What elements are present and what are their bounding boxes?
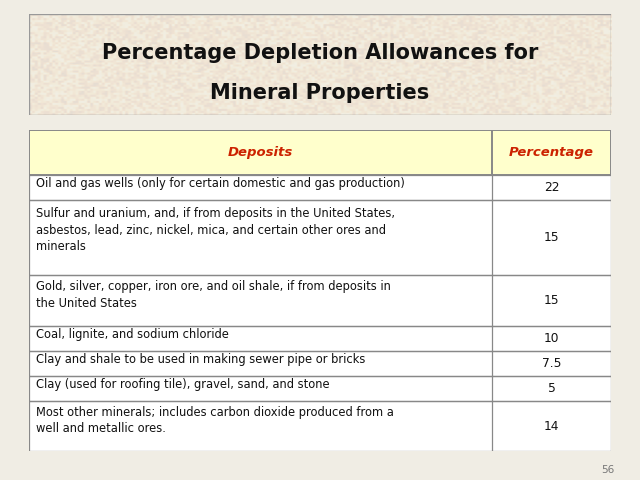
Text: Gold, silver, copper, iron ore, and oil shale, if from deposits in
the United St: Gold, silver, copper, iron ore, and oil … bbox=[36, 280, 390, 310]
Text: Mineral Properties: Mineral Properties bbox=[211, 83, 429, 103]
Text: 56: 56 bbox=[601, 465, 614, 475]
Bar bbox=[29, 351, 611, 376]
Bar bbox=[29, 130, 611, 175]
Text: 5: 5 bbox=[548, 382, 556, 395]
Text: Clay and shale to be used in making sewer pipe or bricks: Clay and shale to be used in making sewe… bbox=[36, 353, 365, 366]
Text: Percentage Depletion Allowances for: Percentage Depletion Allowances for bbox=[102, 43, 538, 63]
Bar bbox=[29, 175, 611, 200]
Bar bbox=[29, 401, 611, 451]
Text: 15: 15 bbox=[544, 231, 559, 244]
Text: Oil and gas wells (only for certain domestic and gas production): Oil and gas wells (only for certain dome… bbox=[36, 177, 404, 191]
Bar bbox=[29, 276, 611, 325]
Text: 7.5: 7.5 bbox=[541, 357, 561, 370]
Text: Coal, lignite, and sodium chloride: Coal, lignite, and sodium chloride bbox=[36, 328, 228, 341]
Text: Deposits: Deposits bbox=[228, 146, 293, 159]
Text: Clay (used for roofing tile), gravel, sand, and stone: Clay (used for roofing tile), gravel, sa… bbox=[36, 378, 330, 391]
Bar bbox=[29, 200, 611, 276]
Text: Percentage: Percentage bbox=[509, 146, 594, 159]
Bar bbox=[29, 376, 611, 401]
Text: 15: 15 bbox=[544, 294, 559, 307]
Text: 22: 22 bbox=[544, 181, 559, 194]
Bar bbox=[29, 325, 611, 351]
Text: Sulfur and uranium, and, if from deposits in the United States,
asbestos, lead, : Sulfur and uranium, and, if from deposit… bbox=[36, 207, 395, 253]
Text: 14: 14 bbox=[544, 420, 559, 432]
Text: 10: 10 bbox=[544, 332, 559, 345]
Text: Most other minerals; includes carbon dioxide produced from a
well and metallic o: Most other minerals; includes carbon dio… bbox=[36, 406, 394, 435]
